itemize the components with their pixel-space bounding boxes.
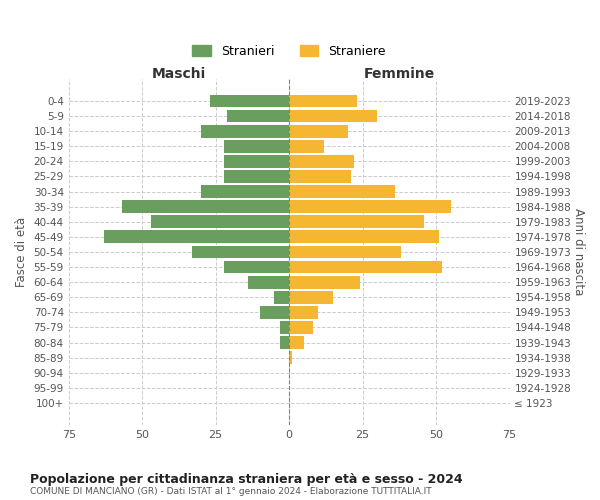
Bar: [260, 306, 289, 319]
Bar: [289, 260, 442, 274]
Bar: [289, 352, 292, 364]
Bar: [289, 185, 395, 198]
Bar: [192, 246, 289, 258]
Bar: [289, 306, 319, 319]
Bar: [201, 124, 289, 138]
Bar: [210, 94, 289, 108]
Bar: [248, 276, 289, 288]
Bar: [224, 170, 289, 183]
Text: Popolazione per cittadinanza straniera per età e sesso - 2024: Popolazione per cittadinanza straniera p…: [30, 472, 463, 486]
Legend: Stranieri, Straniere: Stranieri, Straniere: [187, 40, 391, 63]
Bar: [289, 94, 356, 108]
Bar: [224, 140, 289, 152]
Bar: [289, 216, 424, 228]
Bar: [289, 110, 377, 122]
Bar: [289, 230, 439, 243]
Bar: [201, 185, 289, 198]
Bar: [289, 246, 401, 258]
Bar: [227, 110, 289, 122]
Bar: [280, 336, 289, 349]
Bar: [280, 321, 289, 334]
Bar: [104, 230, 289, 243]
Bar: [289, 291, 333, 304]
Bar: [289, 140, 325, 152]
Bar: [289, 336, 304, 349]
Text: COMUNE DI MANCIANO (GR) - Dati ISTAT al 1° gennaio 2024 - Elaborazione TUTTITALI: COMUNE DI MANCIANO (GR) - Dati ISTAT al …: [30, 488, 431, 496]
Text: Femmine: Femmine: [364, 68, 435, 82]
Bar: [289, 124, 348, 138]
Bar: [224, 155, 289, 168]
Bar: [289, 170, 351, 183]
Bar: [289, 321, 313, 334]
Bar: [289, 200, 451, 213]
Bar: [122, 200, 289, 213]
Bar: [274, 291, 289, 304]
Y-axis label: Fasce di età: Fasce di età: [15, 217, 28, 287]
Bar: [289, 155, 354, 168]
Bar: [289, 276, 359, 288]
Bar: [224, 260, 289, 274]
Bar: [151, 216, 289, 228]
Y-axis label: Anni di nascita: Anni di nascita: [572, 208, 585, 296]
Text: Maschi: Maschi: [152, 68, 206, 82]
